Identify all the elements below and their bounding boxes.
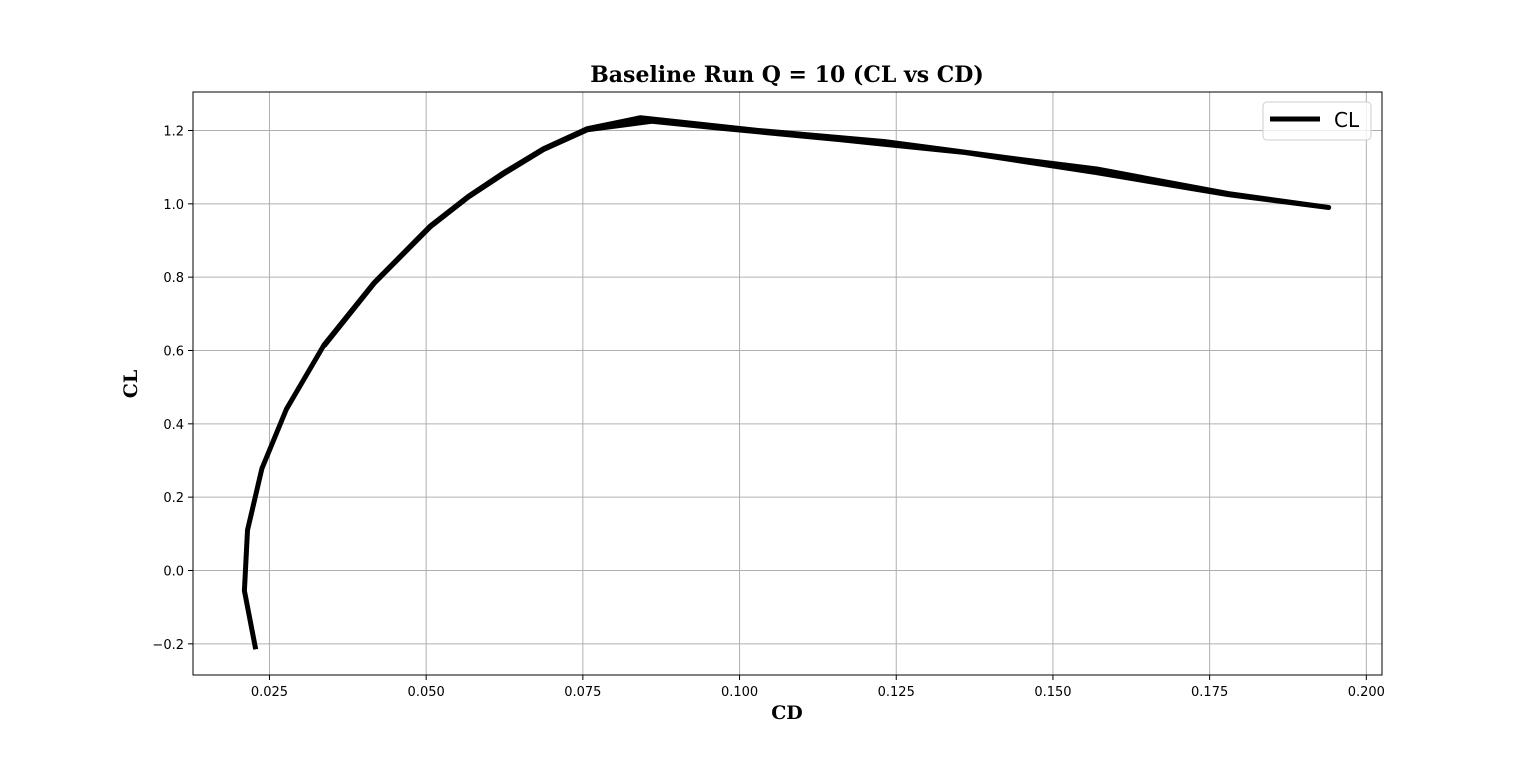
y-tick-label: 1.2 — [163, 125, 184, 140]
y-tick-label: 0.8 — [163, 271, 184, 286]
tick-layer: 0.025 0.050 0.075 0.100 0.125 0.150 0.175 0.200… — [152, 125, 1385, 701]
x-tick-label: 0.050 — [408, 685, 445, 700]
x-tick-label: 0.200 — [1348, 685, 1385, 700]
series-layer — [241, 115, 1332, 650]
y-tick-label: 0.2 — [163, 491, 184, 506]
x-tick-label: 0.100 — [721, 685, 758, 700]
y-tick-label: 0.4 — [163, 418, 184, 433]
series-line-cl — [241, 115, 1332, 650]
x-axis-label: CD — [771, 702, 803, 724]
x-tick-label: 0.175 — [1191, 685, 1228, 700]
x-tick-label: 0.150 — [1034, 685, 1071, 700]
x-tick-label: 0.125 — [878, 685, 915, 700]
legend-label-cl: CL — [1334, 108, 1360, 132]
grid-layer — [193, 92, 1382, 675]
y-tick-label: 1.0 — [163, 198, 184, 213]
chart-title: Baseline Run Q = 10 (CL vs CD) — [590, 62, 984, 88]
legend: CL — [1262, 101, 1372, 141]
y-tick-label: 0.0 — [163, 565, 184, 580]
y-tick-label: 0.6 — [163, 345, 184, 360]
x-tick-label: 0.025 — [251, 685, 288, 700]
plot-frame — [192, 91, 1383, 676]
y-axis-label: CL — [120, 370, 142, 398]
x-tick-label: 0.075 — [564, 685, 601, 700]
y-tick-label: −0.2 — [152, 638, 184, 653]
